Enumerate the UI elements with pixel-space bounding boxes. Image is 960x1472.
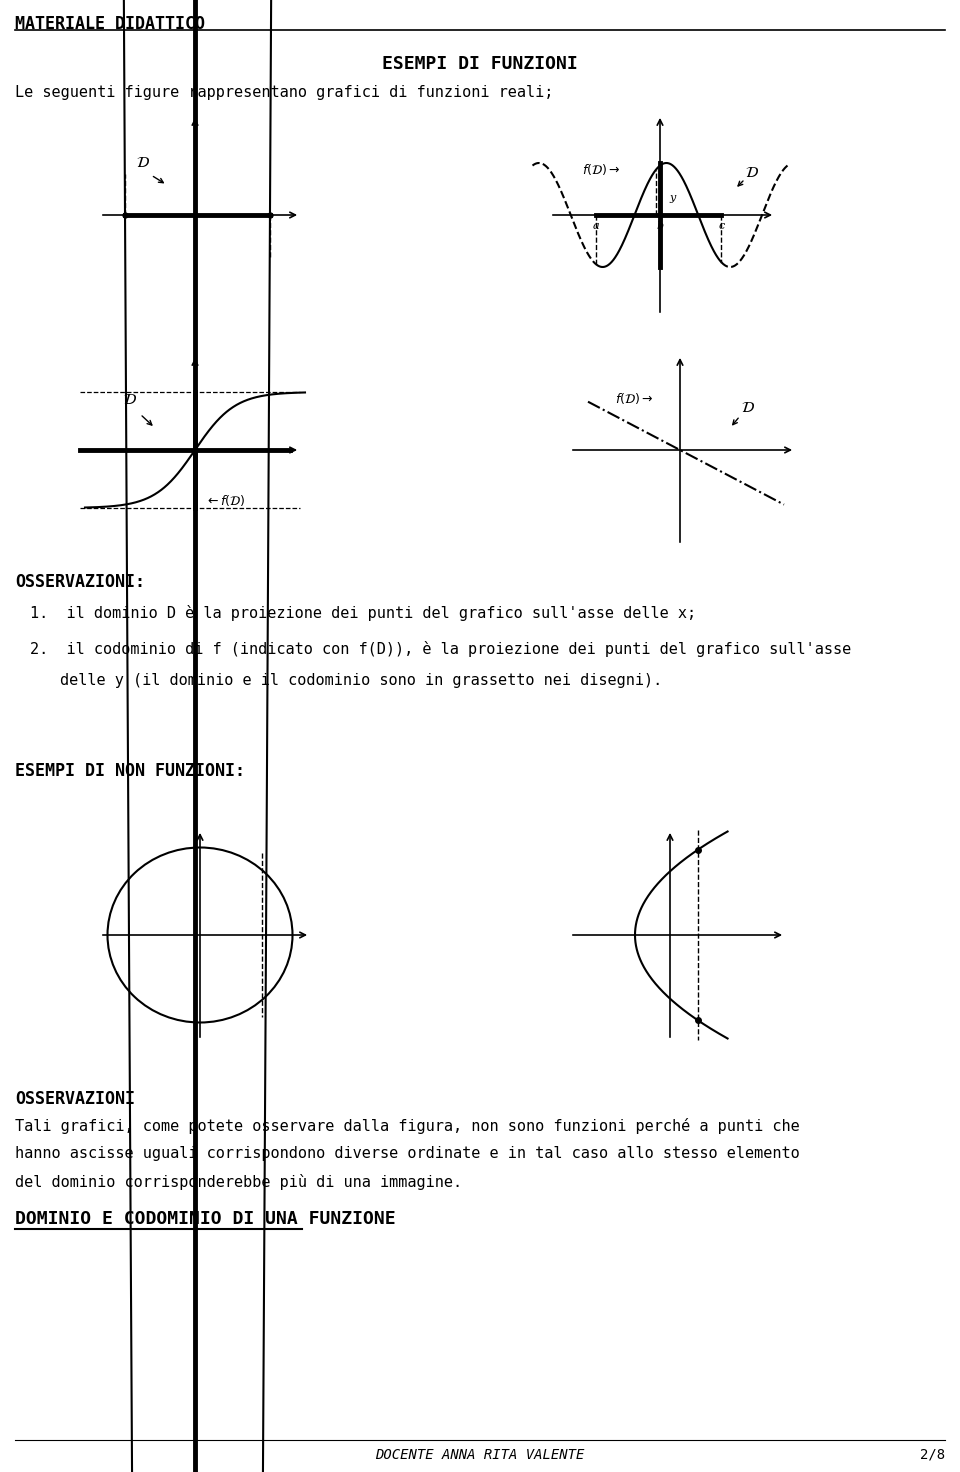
Text: ESEMPI DI NON FUNZIONI:: ESEMPI DI NON FUNZIONI: <box>15 762 245 780</box>
Text: $f(\mathcal{D})\rightarrow$: $f(\mathcal{D})\rightarrow$ <box>582 162 620 177</box>
Text: ESEMPI DI FUNZIONI: ESEMPI DI FUNZIONI <box>382 54 578 74</box>
Text: OSSERVAZIONI:: OSSERVAZIONI: <box>15 573 145 590</box>
Text: del dominio corrisponderebbe più di una immagine.: del dominio corrisponderebbe più di una … <box>15 1175 462 1189</box>
Text: b: b <box>657 221 663 231</box>
Text: DOMINIO E CODOMINIO DI UNA FUNZIONE: DOMINIO E CODOMINIO DI UNA FUNZIONE <box>15 1210 396 1228</box>
Text: 2.  il codominio di f (indicato con f(D)), è la proiezione dei punti del grafico: 2. il codominio di f (indicato con f(D))… <box>30 640 852 657</box>
Text: 1.  il dominio D è la proiezione dei punti del grafico sull'asse delle x;: 1. il dominio D è la proiezione dei punt… <box>30 605 696 621</box>
Text: $\mathcal{D}$: $\mathcal{D}$ <box>741 400 755 415</box>
Text: MATERIALE DIDATTICO: MATERIALE DIDATTICO <box>15 15 205 32</box>
Text: $\mathcal{D}$: $\mathcal{D}$ <box>136 156 150 169</box>
Text: delle y (il dominio e il codominio sono in grassetto nei disegni).: delle y (il dominio e il codominio sono … <box>60 673 662 687</box>
Text: hanno ascisse uguali corrispondono diverse ordinate e in tal caso allo stesso el: hanno ascisse uguali corrispondono diver… <box>15 1147 800 1161</box>
Text: $\mathcal{D}$: $\mathcal{D}$ <box>745 166 759 180</box>
Text: 2/8: 2/8 <box>920 1448 945 1462</box>
Text: $f(\mathcal{D})\rightarrow$: $f(\mathcal{D})\rightarrow$ <box>615 390 654 405</box>
Text: Tali grafici, come potete osservare dalla figura, non sono funzioni perché a pun: Tali grafici, come potete osservare dall… <box>15 1119 800 1133</box>
Text: c: c <box>718 221 725 231</box>
Text: $\mathcal{D}$: $\mathcal{D}$ <box>123 393 137 406</box>
Text: a: a <box>593 221 600 231</box>
Text: $\leftarrow f(\mathcal{D})$: $\leftarrow f(\mathcal{D})$ <box>205 493 246 508</box>
Text: OSSERVAZIONI: OSSERVAZIONI <box>15 1089 135 1108</box>
Text: y: y <box>669 193 675 203</box>
Text: DOCENTE ANNA RITA VALENTE: DOCENTE ANNA RITA VALENTE <box>375 1448 585 1462</box>
Text: Le seguenti figure rappresentano grafici di funzioni reali;: Le seguenti figure rappresentano grafici… <box>15 85 553 100</box>
